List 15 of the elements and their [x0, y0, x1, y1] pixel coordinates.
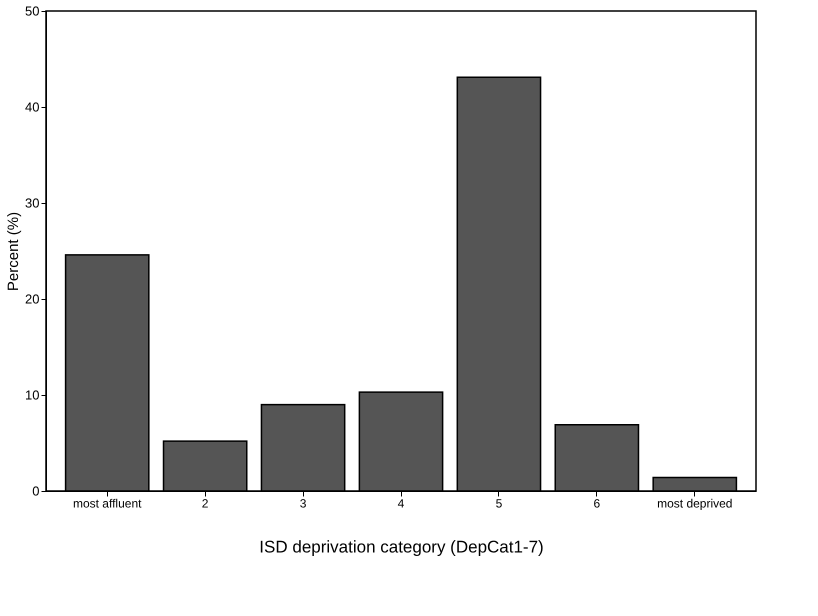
x-tick-label: most deprived [657, 496, 732, 510]
y-tick-label: 10 [25, 388, 40, 402]
x-axis-title: ISD deprivation category (DepCat1-7) [259, 538, 544, 556]
y-tick-label: 20 [25, 292, 40, 306]
x-tick-label: 6 [594, 496, 601, 510]
y-tick-label: 30 [25, 196, 40, 210]
x-tick-label: 5 [496, 496, 503, 510]
y-axis-title: Percent (%) [5, 212, 22, 292]
x-tick-label: 3 [300, 496, 307, 510]
y-tick-label: 40 [25, 100, 40, 114]
x-tick-label: 2 [202, 496, 209, 510]
x-tick-label: 4 [398, 496, 405, 510]
y-tick-label: 50 [25, 4, 40, 18]
x-tick-label: most affluent [72, 496, 142, 510]
y-tick-label: 0 [32, 484, 40, 498]
